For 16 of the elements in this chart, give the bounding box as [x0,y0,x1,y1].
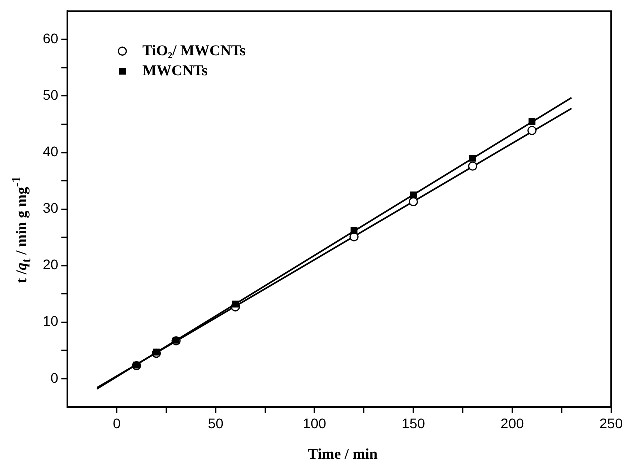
legend-label: TiO₂/ MWCNTs [142,43,246,60]
y-tick-label: 0 [50,370,59,386]
y-tick-label: 60 [42,30,59,47]
x-tick-label: 50 [208,415,224,432]
x-tick-label: 0 [113,415,122,432]
legend-label: MWCNTs [142,63,208,80]
x-tick-label: 100 [303,415,327,432]
y-tick-label: 10 [42,313,59,330]
x-tick-label: 250 [600,415,624,432]
x-tick-label: 150 [402,415,426,432]
y-tick-label: 30 [42,200,59,216]
x-tick-label: 200 [500,415,524,432]
y-tick-label: 20 [42,256,59,273]
x-axis-title: Time / min [307,447,379,464]
y-tick-label: 50 [42,87,59,104]
y-tick-label: 40 [42,144,59,160]
